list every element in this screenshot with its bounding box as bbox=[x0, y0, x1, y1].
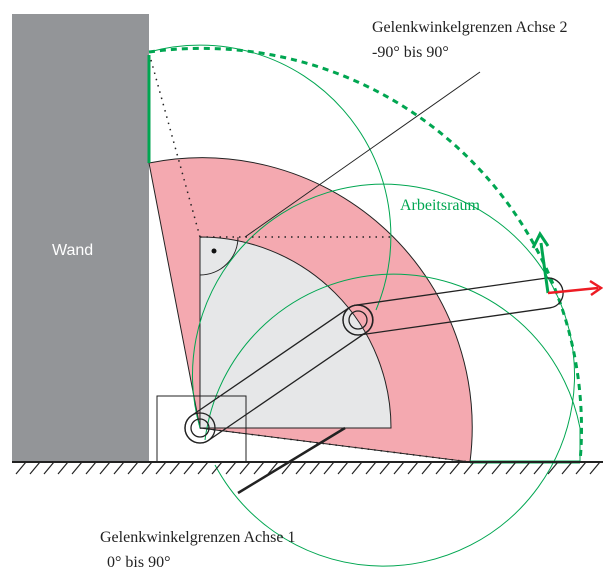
axis2-range-sector bbox=[199, 236, 392, 429]
leader-axis2 bbox=[244, 71, 481, 238]
joints bbox=[184, 304, 374, 444]
wall-label: Wand bbox=[52, 242, 93, 259]
axis1-range: 0° bis 90° bbox=[107, 554, 170, 569]
axis2-range: -90° bis 90° bbox=[372, 44, 449, 61]
angle-dot bbox=[211, 248, 217, 254]
dotted-lines bbox=[150, 59, 471, 463]
frame-x bbox=[547, 286, 599, 295]
leader-axis1 bbox=[237, 426, 346, 495]
wall bbox=[12, 14, 149, 462]
ground-hatch bbox=[12, 463, 603, 476]
workspace-boundary bbox=[148, 46, 583, 463]
axis2-title: Gelenkwinkelgrenzen Achse 2 bbox=[372, 19, 567, 36]
frame-x-head bbox=[589, 279, 603, 297]
axis1-title: Gelenkwinkelgrenzen Achse 1 bbox=[100, 529, 295, 546]
angle-mark bbox=[199, 236, 239, 276]
workspace-label: Arbeitsraum bbox=[400, 197, 481, 214]
frame-y-head bbox=[531, 231, 550, 249]
frame-y bbox=[539, 242, 550, 294]
